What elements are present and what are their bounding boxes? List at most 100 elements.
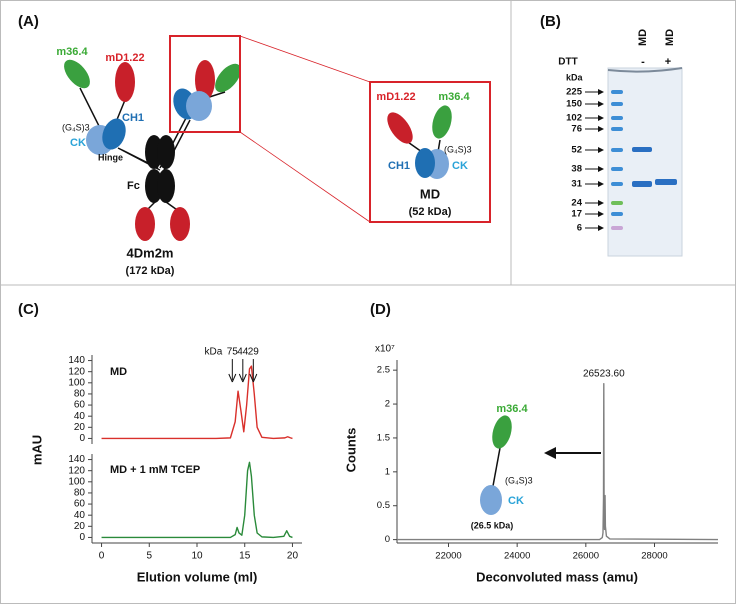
chart-title: MD [110, 366, 127, 378]
y-tick-label: 60 [74, 499, 86, 510]
label: m36.4 [438, 91, 470, 103]
arrow-head [598, 225, 604, 231]
x-tick-label: 15 [239, 551, 251, 562]
label: CK [70, 137, 86, 149]
band [632, 147, 652, 152]
marker-label: 29 [248, 347, 260, 358]
axis-multiplier: x10⁷ [375, 344, 395, 355]
panel-label: (A) [18, 13, 39, 30]
marker-arrow-head [249, 373, 258, 383]
x-tick-label: 22000 [435, 551, 461, 562]
y-tick-label: 40 [74, 510, 86, 521]
x-tick-label: 26000 [573, 551, 599, 562]
label: (G₄S)3 [62, 122, 90, 132]
panel-label: (B) [540, 13, 561, 30]
data-line [101, 365, 293, 440]
ladder-label: 150 [566, 99, 582, 110]
arrow-head [598, 147, 604, 153]
marker-arrow-head [238, 373, 247, 383]
label: mD1.22 [376, 91, 415, 103]
marker-label: 44 [237, 347, 249, 358]
x-tick-label: 5 [146, 551, 152, 562]
label: + [665, 56, 671, 68]
ladder-band [611, 90, 623, 94]
band [655, 179, 677, 185]
label: CK [452, 160, 468, 172]
panel-label: (D) [370, 301, 391, 318]
y-tick-label: 40 [74, 411, 86, 422]
antibody-diagram [64, 35, 491, 241]
y-tick-label: 0 [79, 532, 85, 543]
data-line [101, 461, 293, 539]
y-tick-label: 2.5 [377, 365, 390, 376]
ladder-label: 76 [571, 124, 582, 135]
label: (G₄S)3 [444, 144, 472, 154]
label: Hinge [98, 152, 123, 162]
label: 4Dm2m [127, 245, 174, 260]
ladder-label: 102 [566, 113, 582, 124]
x-tick-label: 24000 [504, 551, 530, 562]
label: MD [637, 29, 649, 46]
label: Fc [127, 180, 140, 192]
band [632, 181, 652, 187]
y-tick-label: 0 [385, 534, 390, 545]
y-tick-label: 120 [68, 366, 85, 377]
label: (52 kDa) [409, 206, 452, 218]
y-tick-label: 0 [79, 433, 85, 444]
y-tick-label: 2 [385, 399, 390, 410]
ladder-label: 31 [571, 179, 582, 190]
arrow-head [598, 181, 604, 187]
arrow-head [598, 101, 604, 107]
arrow-head [598, 211, 604, 217]
label: DTT [558, 57, 577, 68]
ladder-label: 38 [571, 164, 582, 175]
ladder-label: 52 [571, 145, 582, 156]
y-axis-label: mAU [29, 435, 44, 465]
y-tick-label: 140 [68, 355, 85, 366]
panel-label: (C) [18, 301, 39, 318]
ladder-band [611, 116, 623, 120]
label: mD1.22 [105, 52, 144, 64]
ladder-band [611, 148, 623, 152]
label: (G₄S)3 [505, 475, 533, 485]
label: CH1 [388, 160, 410, 172]
y-tick-label: 120 [68, 465, 85, 476]
x-tick-label: 0 [99, 551, 105, 562]
y-tick-label: 80 [74, 389, 86, 400]
label: MD [664, 29, 676, 46]
label: CK [508, 495, 524, 507]
ladder-label: 24 [571, 198, 582, 209]
label: (172 kDa) [126, 265, 175, 277]
ladder-band [611, 182, 623, 186]
y-tick-label: 140 [68, 454, 85, 465]
label: MD [420, 186, 440, 201]
fragment-diagram [480, 415, 601, 515]
label: CH1 [122, 112, 144, 124]
chart-title: MD + 1 mM TCEP [110, 464, 200, 476]
label: m36.4 [56, 46, 88, 58]
marker-unit: kDa [205, 347, 223, 358]
ladder-band [611, 201, 623, 205]
ladder-band [611, 127, 623, 131]
peak-label: 26523.60 [583, 368, 625, 379]
y-tick-label: 1.5 [377, 432, 390, 443]
label: - [641, 56, 645, 68]
y-tick-label: 100 [68, 377, 85, 388]
y-axis-label: Counts [343, 428, 358, 473]
ladder-label: 17 [571, 209, 582, 220]
ladder-band [611, 226, 623, 230]
arrow-head [598, 115, 604, 121]
y-tick-label: 80 [74, 488, 86, 499]
y-tick-label: 60 [74, 400, 86, 411]
x-tick-label: 28000 [641, 551, 667, 562]
label: kDa [566, 72, 584, 82]
x-axis-label: Elution volume (ml) [137, 569, 258, 584]
ladder-label: 225 [566, 87, 583, 98]
marker-label: 75 [227, 347, 239, 358]
arrow-head [598, 126, 604, 132]
marker-arrow-head [228, 373, 237, 383]
y-tick-label: 100 [68, 476, 85, 487]
x-tick-label: 10 [191, 551, 203, 562]
